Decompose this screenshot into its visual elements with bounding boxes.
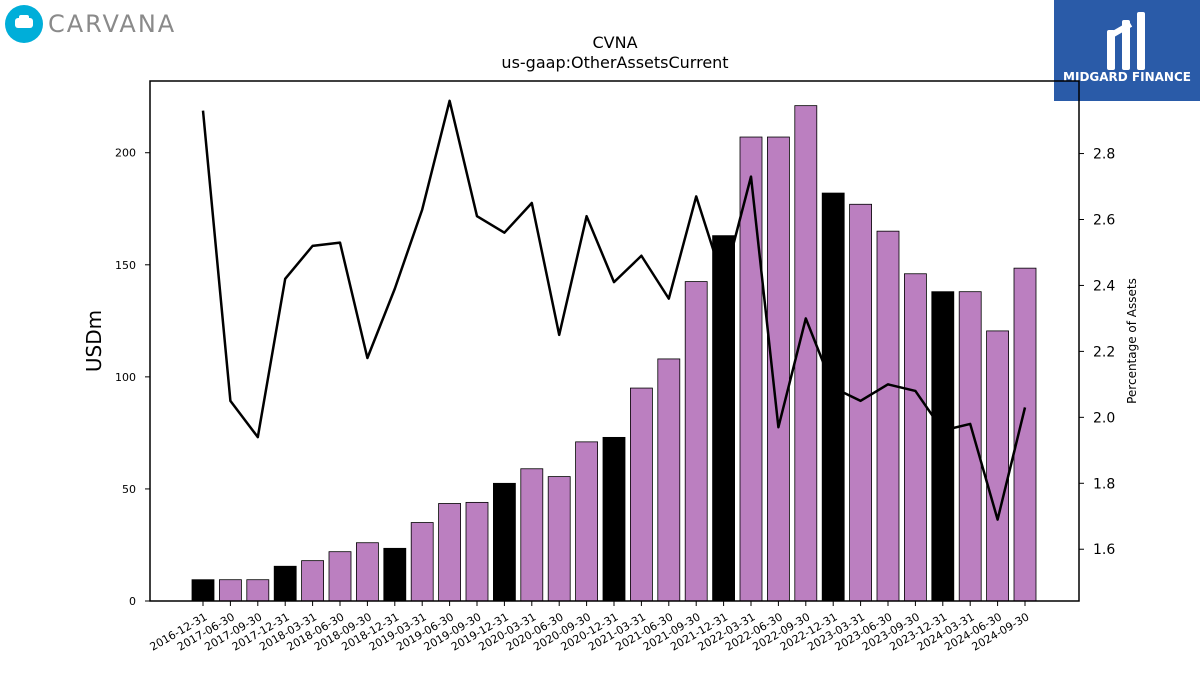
bar-2016-12-31 <box>191 579 215 602</box>
carvana-logo-text: CARVANA <box>48 10 176 38</box>
bar-2023-06-30 <box>876 230 900 602</box>
bar-2019-03-31 <box>410 522 434 602</box>
car-icon <box>15 18 33 28</box>
left-tick-label: 200 <box>115 147 136 160</box>
midgard-logo-text: MIDGARD FINANCE <box>1063 70 1191 84</box>
bar-2020-12-31 <box>602 436 626 602</box>
x-axis: 2016-12-312017-06-302017-09-302017-12-31… <box>148 601 1032 654</box>
chart-title: CVNA <box>592 33 637 52</box>
left-tick-label: 100 <box>115 371 136 384</box>
bar-2018-03-31 <box>301 560 325 602</box>
percentage-line <box>201 99 1027 521</box>
percentage-series-line <box>201 99 1027 521</box>
bar-2018-09-30 <box>355 542 379 602</box>
bar-2021-03-31 <box>630 387 653 602</box>
right-tick-label: 2.2 <box>1093 344 1115 360</box>
left-tick-label: 50 <box>122 483 136 496</box>
y-axis-label-left: USDm <box>82 310 106 372</box>
bar-2023-12-31 <box>931 291 955 602</box>
right-tick-label: 2.8 <box>1093 147 1115 163</box>
right-tick-label: 2.4 <box>1093 278 1115 294</box>
carvana-logo: CARVANA <box>5 5 176 43</box>
midgard-m-icon <box>1107 12 1145 70</box>
bar-2019-06-30 <box>438 503 462 602</box>
bar-2020-03-31 <box>520 468 544 602</box>
right-tick-label: 2.0 <box>1093 410 1115 426</box>
bar-2021-09-30 <box>684 281 708 602</box>
right-tick-label: 2.6 <box>1093 212 1115 228</box>
bar-2017-09-30 <box>246 579 270 602</box>
midgard-finance-logo: MIDGARD FINANCE <box>1054 0 1200 101</box>
right-tick-label: 1.8 <box>1093 476 1115 492</box>
left-y-axis: 0 50 100 150 200 <box>115 147 150 608</box>
bar-2019-09-30 <box>465 501 489 602</box>
bar-2023-03-31 <box>849 203 872 602</box>
chart-subtitle: us-gaap:OtherAssetsCurrent <box>501 53 728 72</box>
bar-2019-12-31 <box>492 482 516 602</box>
bars <box>191 105 1037 602</box>
car-icon-window <box>19 15 29 20</box>
right-y-axis: 1.6 1.8 2.0 2.2 2.4 2.6 2.8 <box>1079 147 1115 558</box>
bar-2021-12-31 <box>712 235 735 602</box>
bar-2021-06-30 <box>657 358 681 602</box>
bar-2020-06-30 <box>547 476 571 602</box>
bar-2022-06-30 <box>767 136 790 602</box>
bar-2018-06-30 <box>328 551 352 602</box>
left-tick-label: 150 <box>115 259 136 272</box>
bar-2017-12-31 <box>273 565 297 602</box>
bar-2024-06-30 <box>986 330 1009 602</box>
bar-2018-12-31 <box>383 547 407 602</box>
right-tick-label: 1.6 <box>1093 542 1115 558</box>
bar-2023-09-30 <box>904 273 927 602</box>
bar-2017-06-30 <box>218 579 242 602</box>
y-axis-label-right: Percentage of Assets <box>1125 278 1139 404</box>
bar-2020-09-30 <box>575 441 598 602</box>
bar-2022-12-31 <box>821 192 845 602</box>
left-tick-label: 0 <box>129 595 136 608</box>
